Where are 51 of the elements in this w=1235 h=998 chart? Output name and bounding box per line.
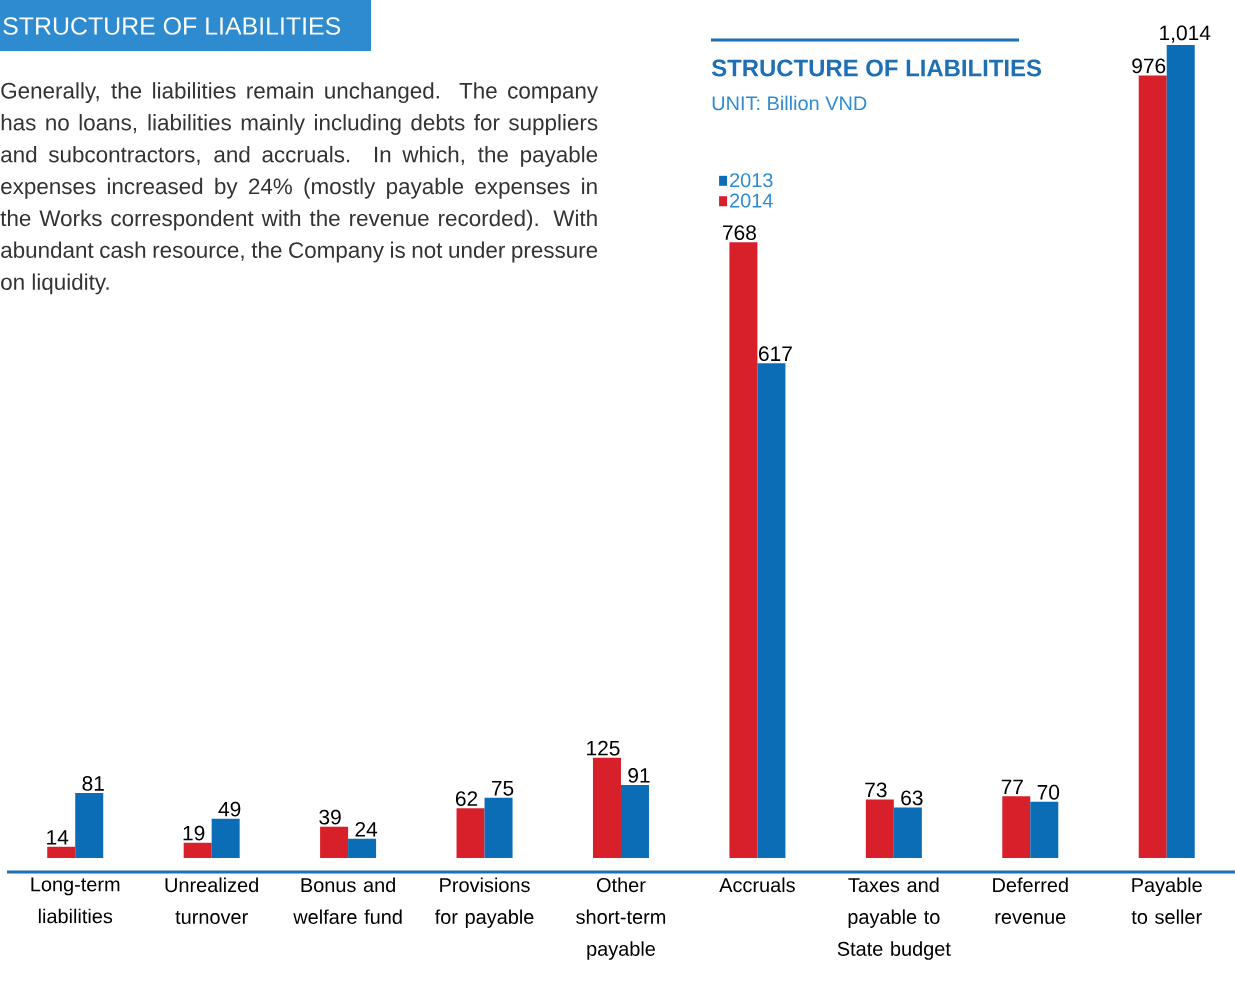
data-label: 73 [865, 782, 887, 798]
data-label: 81 [82, 776, 104, 791]
x-tick-label: Provisions for payable [434, 877, 534, 928]
text: STRUCTURE OF LIABILITIES [3, 17, 341, 35]
data-label: 49 [218, 801, 241, 817]
bar [1166, 44, 1195, 858]
legend-label: 2014 [730, 193, 773, 208]
data-label: 768 [723, 225, 756, 241]
annotation: Generally, the liabilities remain unchanged. The company has no loans, liabilities mainly including debts for suppliers and subcontractors, and accruals. In which, the payable expenses increased by 24% (mostly payable expenses in the Works correspondent with the revenue recorded). With abundant cash resource, the Company is not under pressure on liquidity. [0, 82, 599, 295]
data-label: 63 [901, 790, 923, 806]
data-label: 39 [319, 809, 341, 825]
x-tick-label: Bonus and welfare fund [293, 877, 402, 925]
bar [183, 842, 212, 858]
data-label: 976 [1132, 58, 1166, 74]
chart-title: STRUCTURE OF LIABILITIES [711, 59, 1042, 77]
x-tick-label: Taxes and payable to State budget [837, 877, 951, 960]
data-label: 14 [47, 830, 69, 845]
data-label: 91 [628, 768, 650, 783]
data-label: 24 [355, 821, 378, 837]
text: UNIT: Billion VND [712, 95, 867, 111]
bar [729, 242, 758, 858]
x-tick-label: Other short-term payable [576, 877, 666, 960]
x-tick-label: Unrealized turnover [165, 877, 258, 925]
bar [348, 838, 377, 858]
data-label: 77 [1001, 779, 1023, 795]
data-label: 125 [587, 740, 620, 756]
x-tick-label: Accruals [719, 877, 795, 893]
data-label: 617 [759, 346, 792, 362]
bar [1138, 75, 1167, 858]
data-label: 62 [455, 791, 478, 807]
bar [1002, 796, 1031, 858]
bar [484, 797, 513, 858]
bar [47, 846, 76, 858]
x-tick-label: Long-term liabilities [31, 877, 120, 924]
bar [211, 818, 240, 858]
data-label: 70 [1037, 784, 1060, 800]
bar [592, 757, 621, 858]
x-tick-label: Deferred revenue [993, 877, 1068, 925]
bar [320, 826, 349, 858]
x-tick-label: Payable to seller [1131, 877, 1202, 925]
data-label: 75 [491, 781, 514, 796]
bar [865, 799, 894, 858]
bar [620, 785, 649, 858]
data-label: 1,014 [1160, 25, 1211, 43]
bar [1030, 801, 1059, 858]
data-label: 19 [183, 825, 205, 841]
bar [757, 363, 786, 858]
legend-label: 2013 [730, 173, 773, 188]
bar [75, 793, 104, 858]
bar [893, 807, 922, 858]
bar [456, 808, 485, 858]
